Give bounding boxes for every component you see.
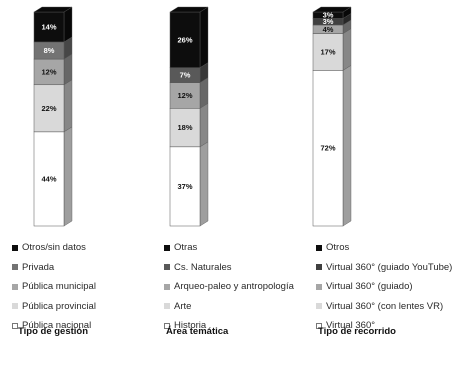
bar-side-tipo-de-gestion-publica-nacional: [63, 126, 73, 227]
data-label-area-tematica-cs-naturales: 7%: [180, 71, 191, 80]
bar-top-area-tematica: [169, 6, 209, 13]
legend-item-virtual-360: Virtual 360°: [316, 316, 452, 336]
legend-label: Virtual 360° (guiado): [326, 281, 413, 292]
data-label-tipo-de-gestion-publica-provincial: 22%: [41, 104, 56, 113]
legend-item-historia: Historia: [164, 316, 294, 336]
legend-swatch: [164, 244, 170, 251]
data-label-tipo-de-gestion-privada: 8%: [44, 46, 55, 55]
legend-label: Otros: [326, 242, 350, 253]
legend-label: Virtual 360°: [326, 320, 376, 331]
legend-item-publica-municipal: Pública municipal: [12, 277, 96, 297]
legend-label: Privada: [22, 261, 55, 273]
bar-segment-tipo-de-gestion-publica-nacional: [33, 131, 65, 227]
bar-side-tipo-de-recorrido-virtual-360: [342, 65, 352, 227]
bar-top-tipo-de-recorrido: [312, 6, 352, 13]
bar-side-tipo-de-gestion-publica-municipal: [63, 53, 73, 86]
legend-item-arqueo-paleo-y-antropologia: Arqueo-paleo y antropología: [164, 277, 294, 297]
bar-segment-tipo-de-recorrido-virtual-360-con-lentes-vr: [312, 33, 344, 71]
legend-item-otros: Otros: [316, 238, 452, 258]
bar-side-area-tematica-otras: [199, 6, 209, 69]
legend-item-otros-sin-datos: Otros/sin datos: [12, 238, 96, 258]
data-label-tipo-de-recorrido-virtual-360-con-lentes-vr: 17%: [320, 47, 335, 56]
group-title-tipo-de-recorrido: Tipo de recorrido: [318, 326, 396, 337]
legend-item-virtual-360-guiado: Virtual 360° (guiado): [316, 277, 452, 297]
data-label-tipo-de-gestion-otros-sin-datos: 14%: [41, 22, 56, 31]
bar-segment-area-tematica-arte: [169, 108, 201, 148]
legend-swatch: [164, 303, 170, 310]
legend-label: Otras: [174, 242, 198, 253]
legend-label: Cs. Naturales: [174, 261, 232, 273]
legend-swatch: [12, 322, 18, 329]
bar-side-area-tematica-arqueo-paleo-y-antropologia: [199, 77, 209, 109]
bar-segment-area-tematica-arqueo-paleo-y-antropologia: [169, 82, 201, 109]
legend-swatch: [316, 283, 322, 290]
legend-label: Virtual 360° (con lentes VR): [326, 300, 444, 312]
legend-item-otras: Otras: [164, 238, 294, 258]
legend-label: Pública municipal: [22, 281, 96, 292]
legend-item-arte: Arte: [164, 297, 294, 317]
data-label-tipo-de-gestion-publica-nacional: 44%: [41, 174, 56, 183]
legend-label: Pública nacional: [22, 320, 92, 331]
legend-swatch: [12, 264, 18, 271]
legend-label: Arte: [174, 300, 192, 312]
legend-item-publica-nacional: Pública nacional: [12, 316, 96, 336]
bar-side-tipo-de-recorrido-virtual-360-con-lentes-vr: [342, 28, 352, 71]
legend-item-publica-provincial: Pública provincial: [12, 297, 96, 317]
bar-segment-tipo-de-gestion-otros-sin-datos: [33, 11, 65, 43]
legend-swatch: [164, 322, 170, 329]
legend-label: Pública provincial: [22, 300, 96, 312]
data-label-tipo-de-recorrido-virtual-360-guiado-youtube: 3%: [323, 17, 334, 26]
data-label-area-tematica-arte: 18%: [177, 123, 192, 132]
legend-swatch: [12, 244, 18, 251]
legend-label: Virtual 360° (guiado YouTube): [326, 261, 453, 273]
bar-top-tipo-de-gestion: [33, 6, 73, 13]
bar-segment-area-tematica-historia: [169, 146, 201, 227]
legend-swatch: [316, 264, 322, 271]
legend-item-virtual-360-con-lentes-vr: Virtual 360° (con lentes VR): [316, 297, 452, 317]
group-title-tipo-de-gestion: Tipo de gestión: [18, 326, 89, 337]
legend-area-tematica: Otras Cs. Naturales Arqueo-paleo y antropo…: [164, 238, 294, 336]
data-label-area-tematica-historia: 37%: [177, 182, 192, 191]
legend-swatch: [316, 322, 322, 329]
legend-item-privada: Privada: [12, 258, 96, 278]
data-label-area-tematica-arqueo-paleo-y-antropologia: 12%: [177, 91, 192, 100]
data-label-tipo-de-recorrido-virtual-360-guiado: 4%: [323, 25, 334, 34]
legend-item-virtual-360-guiado-youtube: Virtual 360° (guiado YouTube): [316, 258, 452, 278]
legend-swatch: [164, 283, 170, 290]
legend-tipo-de-recorrido: Otros Virtual 360° (guiado YouTube) Virtua…: [316, 238, 452, 336]
group-title-area-tematica: Área temática: [166, 326, 229, 337]
legend-label: Otros/sin datos: [22, 242, 86, 253]
legend-label: Historia: [174, 320, 207, 331]
bar-side-area-tematica-arte: [199, 102, 209, 148]
legend-label: Arqueo-paleo y antropología: [174, 281, 294, 292]
legend-swatch: [316, 303, 322, 310]
bar-segment-tipo-de-recorrido-virtual-360: [312, 70, 344, 227]
legend-swatch: [12, 283, 18, 290]
legend-swatch: [12, 303, 18, 310]
bar-side-tipo-de-gestion-publica-provincial: [63, 79, 73, 133]
data-label-tipo-de-recorrido-virtual-360: 72%: [320, 144, 335, 153]
bar-segment-tipo-de-gestion-publica-municipal: [33, 58, 65, 86]
data-label-area-tematica-otras: 26%: [177, 35, 192, 44]
legend-tipo-de-gestion: Otros/sin datos Privada Pública municipal P…: [12, 238, 96, 336]
data-label-tipo-de-gestion-publica-municipal: 12%: [41, 67, 56, 76]
bar-side-tipo-de-gestion-otros-sin-datos: [63, 6, 73, 43]
data-label-tipo-de-recorrido-otros: 3%: [323, 11, 334, 20]
legend-swatch: [164, 264, 170, 271]
legend-item-cs-naturales: Cs. Naturales: [164, 258, 294, 278]
bar-side-area-tematica-historia: [199, 141, 209, 227]
legend-swatch: [316, 244, 322, 251]
